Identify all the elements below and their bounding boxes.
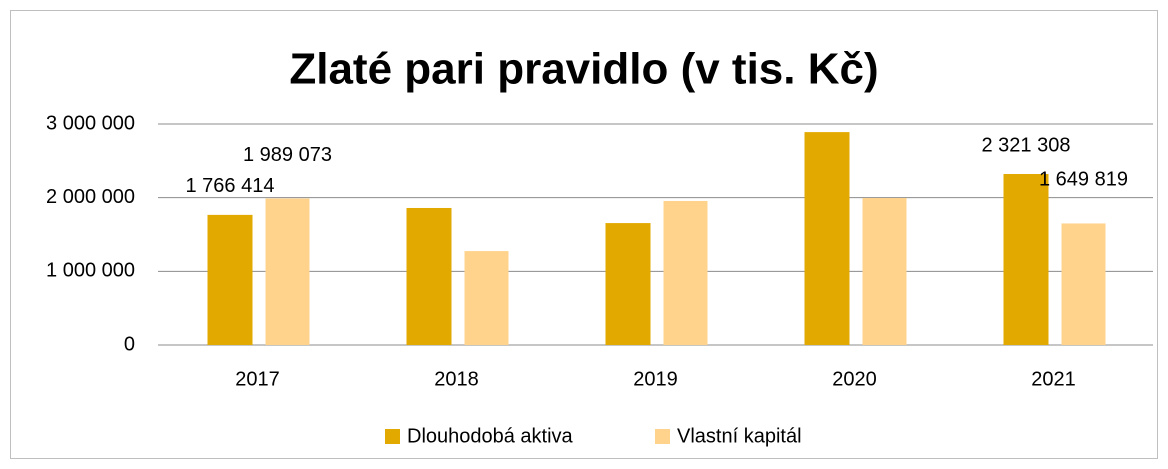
y-tick-label: 0 xyxy=(124,333,135,355)
chart-title: Zlaté pari pravidlo (v tis. Kč) xyxy=(289,45,878,94)
y-tick-label: 3 000 000 xyxy=(46,112,135,134)
bar xyxy=(207,214,253,345)
bar xyxy=(265,198,310,345)
data-label: 2 321 308 xyxy=(982,134,1071,156)
bar xyxy=(464,251,509,345)
x-tick-label: 2018 xyxy=(434,368,479,390)
x-tick-label: 2020 xyxy=(832,368,877,390)
data-label: 1 766 414 xyxy=(186,175,275,197)
bar xyxy=(406,207,452,345)
x-tick-label: 2017 xyxy=(235,368,280,390)
legend-swatch xyxy=(385,429,400,444)
data-label: 1 989 073 xyxy=(243,144,332,166)
chart-border xyxy=(10,10,1158,459)
bar xyxy=(862,198,907,345)
y-tick-label: 1 000 000 xyxy=(46,260,135,282)
legend-label: Vlastní kapitál xyxy=(677,425,802,447)
y-tick-label: 2 000 000 xyxy=(46,186,135,208)
legend-swatch xyxy=(655,429,670,444)
x-tick-label: 2021 xyxy=(1031,368,1076,390)
bar xyxy=(1003,173,1049,345)
x-tick-label: 2019 xyxy=(633,368,678,390)
bar xyxy=(605,223,651,345)
legend-label: Dlouhodobá aktiva xyxy=(407,425,574,447)
bar xyxy=(804,132,850,345)
data-label: 1 649 819 xyxy=(1039,169,1128,191)
bar xyxy=(663,200,708,345)
bar xyxy=(1061,223,1106,345)
